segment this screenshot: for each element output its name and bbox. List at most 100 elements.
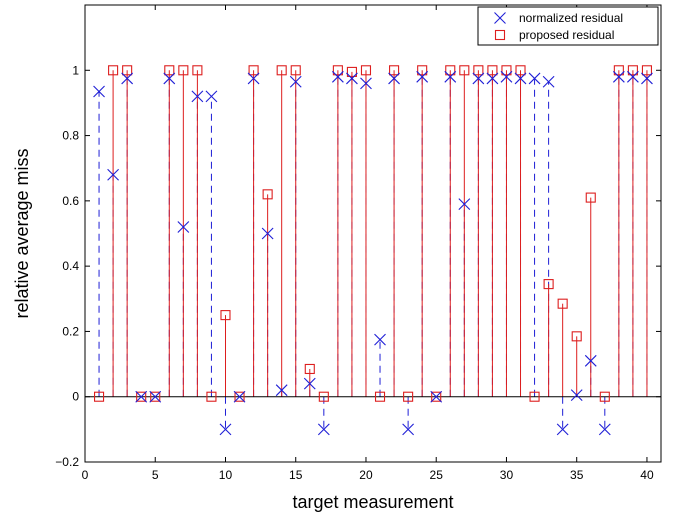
normalized-residual-point [247,72,260,85]
proposed-residual-point [557,298,568,309]
x-tick-label: 30 [500,468,514,482]
proposed-residual-point [501,65,512,76]
normalized-residual-point [261,227,274,240]
normalized-residual-point [444,70,457,83]
plot-area-frame [84,4,662,463]
proposed-residual-point [389,65,400,76]
proposed-residual-point [360,65,372,76]
proposed-residual-point [192,65,203,76]
normalized-residual-point [472,72,485,85]
normalized-residual-point [289,75,302,88]
proposed-residual-point [178,65,189,76]
x-axis-label: target measurement [292,492,453,512]
proposed-residual-point [346,66,357,77]
stem-lines [98,70,648,430]
proposed-residual-point [627,65,638,76]
legend-marker-normalized-residual [494,12,506,24]
proposed-residual-point [641,65,653,76]
normalized-residual-point [107,168,119,181]
x-tick-label: 35 [570,468,584,482]
normalized-residual-point [500,70,513,83]
y-tick-label: −0.2 [55,455,79,469]
proposed-residual-point [234,391,245,402]
normalized-residual-point [430,390,443,403]
legend-box [477,6,659,46]
normalized-residual-point [388,72,400,85]
proposed-residual-point [290,65,301,76]
proposed-residual-point [108,65,119,76]
normalized-residual-point [402,423,415,436]
proposed-residual-point [543,279,554,290]
normalized-residual-point [205,90,218,103]
y-tick-label: 0.6 [62,194,79,208]
proposed-residual-point [206,391,217,402]
normalized-residual-point [528,72,541,85]
x-tick-label: 5 [152,468,159,482]
x-tick-label: 25 [430,468,444,482]
proposed-residual-point [571,331,582,342]
y-tick-label: 0.2 [62,324,79,338]
proposed-residual-point [515,65,526,76]
proposed-residual-point [150,391,161,402]
normalized-residual-point [93,85,105,98]
normalized-residual-point [233,390,246,403]
x-tick-label: 40 [640,468,654,482]
normalized-residual-point [598,423,611,436]
proposed-residual-point [459,65,470,76]
y-axis-ticks: −0.2 0 0.2 0.4 0.6 0.8 1 [55,63,661,469]
y-axis-label: relative average miss [12,148,32,318]
normalized-residual-point [163,72,176,85]
normalized-residual-point [556,423,569,436]
normalized-residual-point [360,77,372,90]
proposed-residual-point [332,65,343,76]
legend-marker-proposed-residual [494,29,506,41]
proposed-residual-point [164,65,175,76]
x-tick-label: 10 [219,468,233,482]
x-tick-label: 15 [289,468,303,482]
proposed-residual-point [93,391,105,402]
normalized-residual-point [346,72,358,85]
normalized-residual-point [177,221,190,233]
data-markers [93,65,653,436]
normalized-residual-point [303,377,316,390]
normalized-residual-point [486,72,499,85]
proposed-residual-point [599,391,610,402]
normalized-residual-point [584,354,597,367]
legend: normalized residual proposed residual [477,6,659,46]
normalized-residual-point [219,423,232,436]
normalized-residual-point [627,70,639,83]
proposed-residual-point [276,65,287,76]
normalized-residual-point [514,72,527,85]
legend-square-marker [494,29,506,41]
proposed-residual-point [374,391,386,402]
normalized-residual-point [374,333,386,346]
proposed-residual-point [431,391,442,402]
legend-label-proposed-residual: proposed residual [519,28,614,42]
normalized-residual-point [458,198,471,211]
x-tick-label: 0 [82,468,89,482]
proposed-residual-point [403,391,414,402]
normalized-residual-point [641,72,653,85]
proposed-residual-point [318,391,329,402]
x-axis-ticks: 0 5 10 15 20 25 30 35 40 [82,5,654,482]
proposed-residual-point [613,65,624,76]
proposed-residual-point [529,391,540,402]
legend-x-marker [494,12,506,24]
proposed-residual-point [304,363,315,375]
normalized-residual-point [331,70,344,83]
normalized-residual-point [135,390,148,403]
x-tick-label: 20 [359,468,373,482]
normalized-residual-point [317,423,330,436]
normalized-residual-point [542,75,555,88]
normalized-residual-point [570,389,583,401]
proposed-residual-point [262,189,273,200]
proposed-residual-point [417,65,428,76]
proposed-residual-point [487,65,498,76]
normalized-residual-point [275,384,288,397]
normalized-residual-point [149,390,162,403]
proposed-residual-point [220,310,231,321]
y-tick-label: 1 [72,63,79,77]
proposed-residual-point [136,391,147,402]
proposed-residual-point [122,65,133,76]
